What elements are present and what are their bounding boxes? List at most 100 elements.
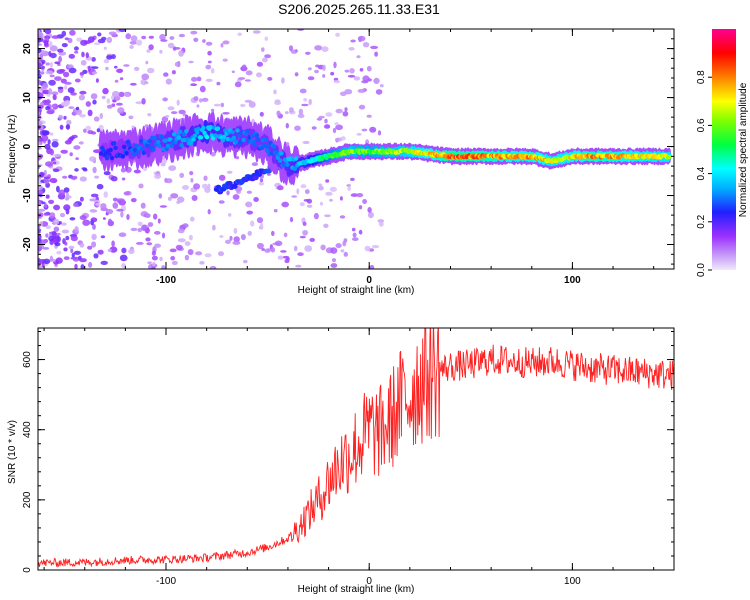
heatmap-noise-cell [101, 36, 107, 41]
heatmap-noise-cell [43, 40, 49, 47]
heatmap-noise-cell [91, 57, 96, 62]
heatmap-ridge-cell [122, 144, 127, 150]
heatmap-noise-cell [44, 143, 51, 150]
heatmap-ridge-cell [201, 125, 206, 131]
heatmap-noise-cell [92, 166, 97, 174]
heatmap-noise-cell [56, 185, 60, 193]
heatmap-noise-cell [49, 255, 54, 262]
heatmap-noise-cell [133, 169, 141, 174]
heatmap-noise-cell [79, 71, 85, 76]
heatmap-noise-cell [38, 79, 42, 86]
heatmap-noise-cell [159, 205, 168, 208]
heatmap-noise-cell [297, 113, 305, 119]
heatmap-noise-cell [49, 61, 54, 68]
heatmap-noise-cell [277, 185, 284, 191]
heatmap-noise-cell [100, 260, 108, 265]
heatmap-noise-cell [68, 174, 73, 179]
heatmap-noise-cell [85, 52, 90, 59]
heatmap-noise-cell [154, 173, 162, 179]
heatmap-noise-cell [246, 190, 253, 194]
heatmap-noise-cell [140, 202, 146, 209]
heatmap-noise-cell [374, 51, 378, 57]
heatmap-noise-cell [106, 104, 113, 109]
heatmap-noise-cell [90, 209, 95, 213]
heatmap-ridge-cell [265, 144, 271, 149]
heatmap-noise-cell [74, 263, 78, 269]
heatmap-ridge-cell [271, 154, 277, 165]
heatmap-ridge-cell [234, 139, 239, 144]
heatmap-noise-cell [65, 197, 69, 201]
heatmap-noise-cell [102, 217, 106, 220]
heatmap-noise-cell [370, 45, 379, 50]
heatmap-noise-cell [68, 67, 77, 74]
heatmap-noise-cell [358, 104, 366, 110]
heatmap-noise-cell [38, 237, 42, 244]
heatmap-noise-cell [51, 141, 59, 148]
heatmap-noise-cell [145, 237, 151, 242]
heatmap-noise-cell [96, 128, 101, 133]
heatmap-noise-cell [141, 73, 150, 81]
heatmap-noise-cell [79, 176, 88, 182]
heatmap-noise-cell [361, 128, 368, 132]
heatmap-noise-cell [366, 114, 372, 118]
heatmap-noise-cell [55, 232, 61, 236]
heatmap-ridge-cell [139, 139, 144, 144]
heatmap-noise-cell [240, 234, 246, 241]
colorbar-gradient [712, 29, 736, 270]
heatmap-noise-cell [205, 41, 213, 46]
heatmap-noise-cell [99, 112, 104, 120]
heatmap-noise-cell [342, 111, 349, 117]
heatmap-noise-cell [44, 29, 52, 34]
heatmap-noise-cell [119, 254, 128, 262]
heatmap-noise-cell [188, 234, 193, 241]
heatmap-noise-cell [72, 175, 78, 180]
heatmap-ridge-cell [204, 135, 210, 140]
heatmap-noise-cell [90, 217, 98, 223]
heatmap-noise-cell [196, 76, 202, 82]
heatmap-noise-cell [335, 243, 342, 249]
heatmap-noise-cell [196, 104, 200, 108]
heatmap-noise-cell [332, 258, 336, 263]
heatmap-noise-cell [46, 99, 51, 106]
heatmap-noise-cell [161, 265, 166, 269]
heatmap-noise-cell [274, 101, 281, 105]
heatmap-noise-cell [245, 70, 253, 76]
heatmap-noise-cell [63, 115, 67, 120]
heatmap-noise-cell [74, 168, 79, 172]
heatmap-noise-cell [38, 146, 42, 150]
heatmap-noise-cell [202, 39, 206, 43]
heatmap-noise-cell [306, 204, 313, 208]
heatmap-ridge-cell [147, 138, 152, 144]
heatmap-ridge-cell [293, 156, 299, 161]
heatmap-noise-cell [288, 45, 294, 52]
heatmap-noise-cell [72, 256, 80, 262]
heatmap-noise-cell [73, 250, 82, 255]
heatmap-ridge-cell [666, 154, 672, 160]
heatmap-noise-cell [367, 211, 374, 219]
heatmap-ridge-cell [231, 135, 237, 140]
heatmap-noise-cell [343, 251, 348, 257]
heatmap-noise-cell [379, 84, 384, 88]
heatmap-ridge-cell [109, 155, 115, 161]
heatmap-noise-cell [87, 130, 94, 135]
heatmap-noise-cell [347, 186, 352, 192]
heatmap-noise-cell [57, 48, 64, 53]
heatmap-noise-cell [85, 125, 91, 131]
heatmap-noise-cell [284, 111, 289, 115]
heatmap-ridge-cell [126, 142, 132, 147]
heatmap-noise-cell [112, 202, 119, 209]
heatmap-noise-cell [158, 193, 163, 199]
heatmap-xlabel: Height of straight line (km) [298, 285, 415, 296]
heatmap-noise-cell [38, 43, 43, 46]
heatmap-noise-cell [108, 31, 117, 36]
heatmap-ridge-cell [256, 137, 261, 142]
heatmap-noise-cell [358, 205, 363, 210]
heatmap-ridge-cell [245, 128, 250, 134]
heatmap-noise-cell [207, 209, 211, 215]
heatmap-noise-cell [322, 64, 326, 72]
heatmap-noise-cell [325, 112, 333, 117]
heatmap-noise-cell [38, 62, 42, 68]
heatmap-noise-cell [128, 248, 135, 255]
heatmap-noise-cell [55, 257, 63, 264]
